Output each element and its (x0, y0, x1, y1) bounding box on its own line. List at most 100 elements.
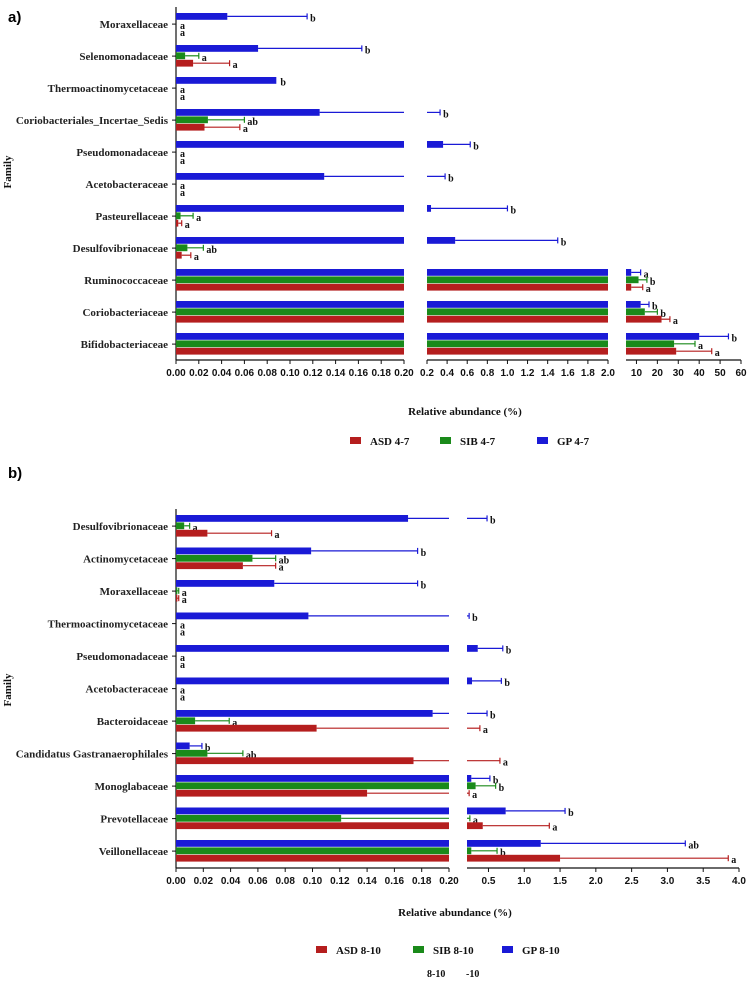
pa-bar-sib-3 (176, 116, 208, 124)
pb-tick-label-1-7: 4.0 (732, 876, 746, 887)
pa-bar-sib-1 (176, 52, 186, 60)
pa-bar-sib-7 (176, 244, 188, 252)
pa-bar-gp-9 (626, 301, 641, 308)
pa-sig-gp-10: b (731, 333, 737, 344)
pa-bar-asd-9 (626, 315, 662, 323)
panel-a-label: a) (8, 9, 21, 26)
pa-tick-label-0-6: 0.12 (303, 368, 323, 379)
pa-bar-gp-0 (176, 13, 228, 20)
pa-sig-asd-6: a (185, 220, 190, 231)
pa-bar-sib-8 (626, 276, 639, 284)
pb-bar-asd-7 (176, 757, 414, 765)
pa-bar-asd-10 (626, 347, 677, 355)
pb-tick-label-0-2: 0.04 (221, 876, 241, 887)
panel-a-ylabel: Family (2, 155, 14, 188)
pb-sig-asd-2: a (182, 595, 187, 606)
pa-sig-sib-5: a (180, 181, 185, 192)
pa-bar-sib-9-seg0 (176, 308, 404, 316)
pb-tick-label-0-7: 0.14 (357, 876, 377, 887)
pb-tick-label-1-2: 1.5 (553, 876, 567, 887)
pb-category-label-2: Moraxellaceae (100, 586, 169, 598)
pb-tick-label-0-5: 0.10 (303, 876, 323, 887)
pa-tick-label-1-6: 1.4 (541, 368, 555, 379)
pa-bar-gp-8 (626, 269, 632, 276)
pa-bar-gp-10-seg1 (427, 333, 608, 340)
legend-b-sib-swatch (413, 946, 424, 953)
pb-bar-gp-2 (176, 580, 275, 587)
pb-bar-asd-6 (176, 724, 317, 732)
pa-sig-gp-9: b (652, 301, 658, 312)
pb-sig-gp-10: ab (688, 840, 699, 851)
pb-bar-sib-1 (176, 554, 253, 562)
pa-category-label-9: Coriobacteriaceae (82, 307, 168, 319)
pb-sig-gp-7: b (205, 743, 211, 754)
pb-sig-asd-3: a (180, 628, 185, 639)
pa-tick-label-1-8: 1.8 (581, 368, 595, 379)
pb-category-label-1: Actinomycetaceae (83, 554, 168, 566)
pb-bar-gp-1 (176, 547, 312, 555)
pa-tick-label-1-3: 0.8 (480, 368, 494, 379)
pb-sig-asd-6: a (483, 725, 488, 736)
pa-sig-sib-8: b (650, 277, 656, 288)
pa-bar-gp-6 (427, 205, 432, 212)
pa-bar-asd-10-seg0 (176, 347, 404, 355)
pb-tick-label-0-3: 0.06 (248, 876, 268, 887)
pb-sig-asd-8: a (472, 790, 477, 801)
pb-bar-sib-10 (467, 847, 472, 855)
pa-sig-gp-2: b (280, 77, 286, 88)
pb-bar-asd-1 (176, 562, 243, 570)
legend-a-gp-swatch (537, 437, 548, 444)
pb-tick-label-0-8: 0.16 (385, 876, 405, 887)
pb-sig-asd-7: a (503, 758, 508, 769)
pa-sig-gp-3: b (443, 109, 449, 120)
pa-sig-sib-4: a (180, 149, 185, 160)
pa-sig-asd-7: a (194, 252, 199, 263)
pb-category-label-4: Pseudomonadaceae (76, 651, 168, 663)
pb-bar-gp-5 (467, 677, 473, 685)
pb-tick-label-0-10: 0.20 (439, 876, 459, 887)
pb-bar-sib-8-seg0 (176, 782, 449, 790)
pb-sig-gp-0: b (490, 515, 496, 526)
pa-bar-asd-9-seg1 (427, 315, 608, 323)
pb-bar-gp-9-seg0 (176, 807, 449, 815)
pb-sig-sib-10: b (500, 848, 506, 859)
pa-tick-label-1-1: 0.4 (440, 368, 454, 379)
pa-bar-asd-6 (176, 219, 179, 227)
pb-category-label-9: Prevotellaceae (100, 814, 168, 826)
pb-sig-sib-7: ab (246, 750, 257, 761)
pa-bar-asd-3 (176, 123, 205, 131)
pa-tick-label-0-0: 0.00 (166, 368, 186, 379)
pb-sig-gp-8: b (493, 775, 499, 786)
legend-a-sib-swatch (440, 437, 451, 444)
pb-tick-label-0-6: 0.12 (330, 876, 350, 887)
pb-sig-sib-9: a (473, 815, 478, 826)
pa-bar-sib-10-seg1 (427, 340, 608, 348)
pb-sig-sib-6: a (232, 718, 237, 729)
pb-bar-sib-2 (176, 587, 178, 595)
pa-bar-sib-6 (176, 212, 181, 220)
pa-bar-gp-5 (176, 173, 325, 180)
pa-sig-asd-8: a (646, 284, 651, 295)
pb-bar-asd-9 (467, 822, 483, 830)
pb-sig-gp-9: b (568, 808, 574, 819)
pb-bar-sib-6 (176, 717, 196, 725)
pa-bar-sib-9-seg1 (427, 308, 608, 316)
pb-bar-gp-7 (176, 742, 190, 750)
pb-sig-asd-0: a (275, 530, 280, 541)
pa-sig-asd-10: a (715, 348, 720, 359)
pb-bar-sib-7 (176, 749, 208, 757)
pa-category-label-0: Moraxellaceae (100, 19, 169, 31)
pa-sig-asd-2: a (180, 92, 185, 103)
pb-tick-label-0-1: 0.02 (194, 876, 214, 887)
pa-tick-label-0-2: 0.04 (212, 368, 232, 379)
pa-tick-label-1-0: 0.2 (420, 368, 434, 379)
pa-bar-asd-8-seg0 (176, 283, 404, 291)
pb-sig-gp-6: b (490, 710, 496, 721)
pb-tick-label-0-4: 0.08 (275, 876, 295, 887)
pb-sig-gp-4: b (506, 645, 512, 656)
pa-bar-gp-9-seg0 (176, 301, 404, 308)
pa-bar-gp-1 (176, 45, 259, 52)
pb-tick-label-0-9: 0.18 (412, 876, 432, 887)
pb-sig-sib-8: b (499, 783, 505, 794)
pa-tick-label-0-7: 0.14 (326, 368, 346, 379)
